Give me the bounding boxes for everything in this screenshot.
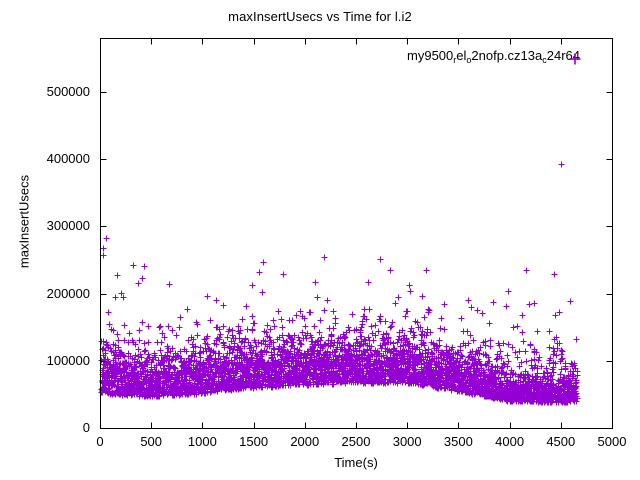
chart-title: maxInsertUsecs vs Time for l.i2: [228, 9, 412, 24]
x-axis-tick-label: 3000: [392, 434, 422, 449]
x-axis-tick-label: 0: [96, 434, 104, 449]
x-axis-tick-label: 2500: [341, 434, 371, 449]
y-axis-tick-label: 300000: [46, 218, 90, 234]
x-axis-tick-label: 500: [140, 434, 163, 449]
y-axis-tick-label: 400000: [46, 151, 90, 167]
x-axis-tick-label: 4000: [495, 434, 525, 449]
x-axis-tick-label: 1000: [187, 434, 217, 449]
legend-series-label: my9500relo2nofp.cz13ac24r64: [407, 48, 580, 65]
y-axis-tick-label: 200000: [46, 285, 90, 301]
x-axis-tick-label: 2000: [290, 434, 320, 449]
x-axis-tick-label: 1500: [239, 434, 269, 449]
y-axis-tick-label: 500000: [46, 83, 90, 99]
y-axis-tick-label: 100000: [46, 352, 90, 368]
x-axis-tick-label: 3500: [443, 434, 473, 449]
legend-marker-plus-icon: [569, 53, 581, 65]
y-axis-tick-label: 0: [82, 420, 90, 435]
x-axis-label: Time(s): [334, 455, 378, 470]
x-axis-tick-label: 5000: [597, 434, 627, 449]
scatter-points: [98, 161, 581, 406]
x-axis-tick-label: 4500: [546, 434, 576, 449]
